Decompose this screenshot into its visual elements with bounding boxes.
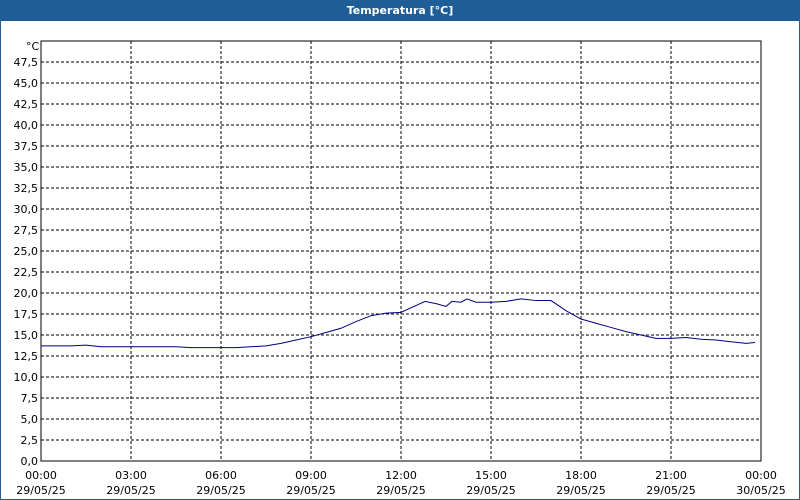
y-tick-label: 12,5 (14, 350, 39, 363)
y-tick-label: 2,5 (21, 434, 39, 447)
y-tick-label: 7,5 (21, 392, 39, 405)
x-tick-label: 03:00 (115, 469, 147, 482)
x-tick-date: 29/05/25 (16, 484, 65, 497)
y-tick-label: 5,0 (21, 413, 39, 426)
y-tick-label: 25,0 (14, 245, 39, 258)
x-tick-label: 00:00 (25, 469, 57, 482)
x-tick-date: 29/05/25 (646, 484, 695, 497)
x-tick-date: 29/05/25 (556, 484, 605, 497)
y-tick-label: 40,0 (14, 119, 39, 132)
x-tick-label: 09:00 (295, 469, 327, 482)
y-tick-label: 20,0 (14, 287, 39, 300)
x-tick-label: 00:00 (745, 469, 777, 482)
x-tick-date: 29/05/25 (466, 484, 515, 497)
x-tick-date: 29/05/25 (286, 484, 335, 497)
plot-frame (40, 40, 762, 462)
x-tick-label: 15:00 (475, 469, 507, 482)
y-unit: °C (26, 40, 40, 53)
x-tick-date: 29/05/25 (376, 484, 425, 497)
y-tick-label: 35,0 (14, 161, 39, 174)
x-tick-label: 06:00 (205, 469, 237, 482)
chart-title: Temperatura [°C] (1, 1, 799, 21)
y-tick-label: 22,5 (14, 266, 39, 279)
y-tick-label: 30,0 (14, 203, 39, 216)
y-tick-label: 47,5 (14, 56, 39, 69)
y-tick-label: 45,0 (14, 77, 39, 90)
x-tick-date: 29/05/25 (106, 484, 155, 497)
y-tick-label: 32,5 (14, 182, 39, 195)
y-tick-label: 10,0 (14, 371, 39, 384)
y-tick-label: 42,5 (14, 98, 39, 111)
x-tick-label: 21:00 (655, 469, 687, 482)
x-tick-date: 30/05/25 (736, 484, 785, 497)
y-tick-label: 0,0 (21, 455, 39, 468)
x-tick-date: 29/05/25 (196, 484, 245, 497)
y-tick-label: 27,5 (14, 224, 39, 237)
x-tick-label: 12:00 (385, 469, 417, 482)
y-tick-label: 37,5 (14, 140, 39, 153)
y-tick-label: 17,5 (14, 308, 39, 321)
x-tick-label: 18:00 (565, 469, 597, 482)
y-tick-label: 15,0 (14, 329, 39, 342)
data-line (41, 298, 756, 349)
